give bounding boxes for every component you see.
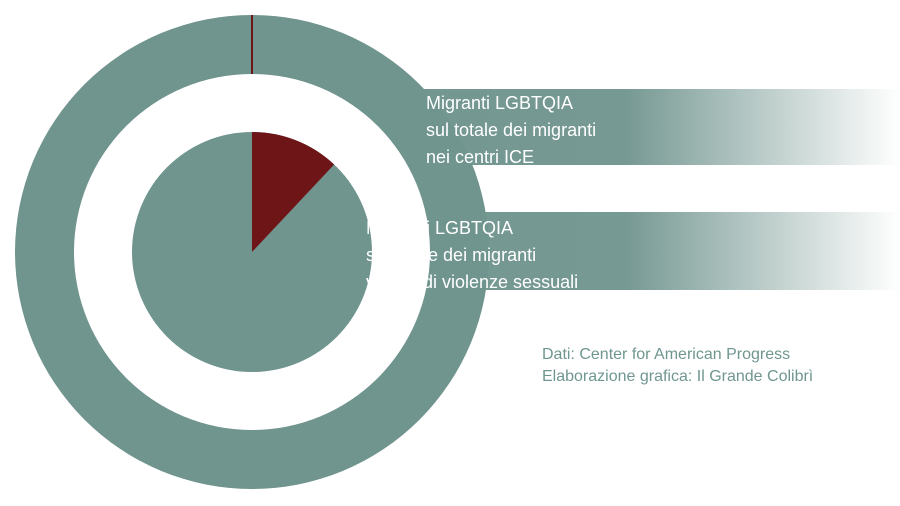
inner-label-line-3: vittime di violenze sessuali — [366, 272, 579, 292]
credits: Dati: Center for American Progress Elabo… — [542, 344, 813, 388]
outer-label-line-3: nei centri ICE — [426, 147, 535, 167]
outer-ring-label: Migranti LGBTQIA sul totale dei migranti… — [250, 89, 900, 167]
outer-label-line-1: Migranti LGBTQIA — [426, 93, 574, 113]
outer-label-line-2: sul totale dei migranti — [426, 120, 597, 140]
inner-ring-label: Migranti LGBTQIA sul totale dei migranti… — [250, 212, 900, 292]
data-source-credit: Dati: Center for American Progress — [542, 346, 791, 363]
inner-label-line-2: sul totale dei migranti — [366, 245, 537, 265]
inner-pie-slice-lgbtqia — [252, 132, 335, 252]
graphics-credit: Elaborazione grafica: Il Grande Colibrì — [542, 368, 814, 385]
inner-label-line-1: Migranti LGBTQIA — [366, 218, 514, 238]
donut-rings — [15, 15, 489, 489]
